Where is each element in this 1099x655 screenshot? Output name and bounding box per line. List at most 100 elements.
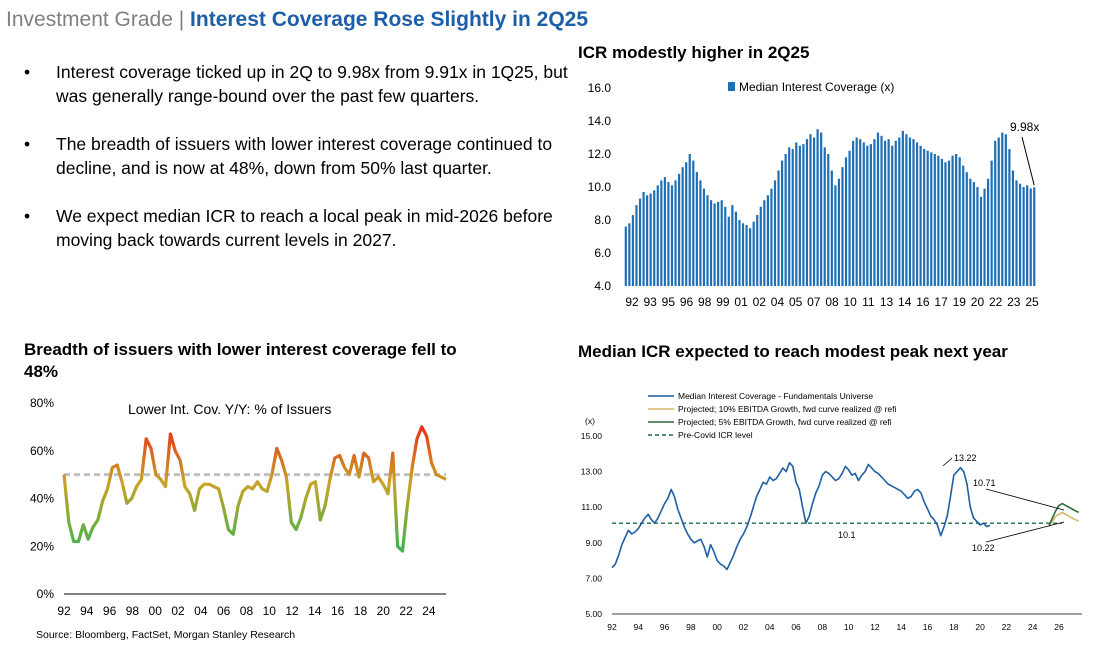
bar bbox=[1004, 134, 1007, 286]
bar bbox=[720, 200, 723, 286]
bar bbox=[983, 188, 986, 286]
bar bbox=[745, 224, 748, 286]
bar bbox=[649, 193, 652, 286]
bar bbox=[763, 200, 766, 286]
y-tick-label: 10.0 bbox=[588, 180, 612, 194]
x-tick-label: 22 bbox=[399, 604, 413, 618]
x-tick-label: 25 bbox=[1025, 295, 1039, 309]
bar bbox=[962, 165, 965, 286]
bar bbox=[635, 205, 638, 286]
bar bbox=[901, 130, 904, 286]
bar bbox=[1026, 185, 1029, 286]
bar bbox=[816, 129, 819, 286]
bar bbox=[965, 172, 968, 286]
bar bbox=[937, 155, 940, 286]
x-tick-label: 98 bbox=[126, 604, 140, 618]
x-tick-label: 16 bbox=[916, 295, 930, 309]
bar bbox=[823, 147, 826, 286]
bar bbox=[834, 185, 837, 286]
bullet-text: The breadth of issuers with lower intere… bbox=[56, 134, 553, 178]
x-tick-label: 93 bbox=[644, 295, 658, 309]
annotation-precovid: 10.1 bbox=[838, 530, 856, 540]
bar bbox=[674, 180, 677, 286]
bar bbox=[731, 205, 734, 286]
bullet-glyph: • bbox=[24, 206, 31, 226]
bar bbox=[660, 180, 663, 286]
x-tick-label: 10 bbox=[844, 622, 854, 632]
bar bbox=[979, 196, 983, 286]
bar bbox=[876, 132, 880, 286]
bar bbox=[848, 150, 851, 286]
y-tick-label: 13.00 bbox=[581, 467, 603, 477]
series-line-0 bbox=[611, 461, 991, 571]
x-tick-label: 96 bbox=[680, 295, 694, 309]
bar bbox=[908, 137, 912, 286]
bar bbox=[862, 142, 865, 286]
x-tick-label: 96 bbox=[660, 622, 670, 632]
x-tick-label: 20 bbox=[377, 604, 391, 618]
y-tick-label: 5.00 bbox=[585, 609, 602, 619]
bullet-glyph: • bbox=[24, 134, 31, 154]
bullet-text: Interest coverage ticked up in 2Q to 9.9… bbox=[56, 62, 568, 106]
bar bbox=[994, 140, 997, 286]
bar bbox=[944, 162, 947, 286]
x-tick-label: 11 bbox=[862, 295, 875, 309]
bar bbox=[795, 142, 798, 286]
x-tick-label: 12 bbox=[870, 622, 880, 632]
bar bbox=[947, 160, 951, 286]
bar bbox=[898, 137, 901, 286]
bar bbox=[866, 145, 869, 286]
bar bbox=[713, 203, 716, 286]
x-tick-label: 22 bbox=[989, 295, 1003, 309]
x-tick-label: 00 bbox=[712, 622, 722, 632]
x-tick-label: 06 bbox=[217, 604, 231, 618]
bar bbox=[624, 226, 627, 286]
bar bbox=[912, 139, 915, 286]
y-tick-label: 11.00 bbox=[581, 502, 602, 512]
x-tick-label: 08 bbox=[825, 295, 839, 309]
icr-bar-chart-title: ICR modestly higher in 2Q25 bbox=[578, 43, 810, 62]
legend-swatch bbox=[728, 82, 735, 91]
x-tick-label: 18 bbox=[354, 604, 368, 618]
y-tick-label: 8.0 bbox=[594, 213, 611, 227]
x-tick-label: 17 bbox=[934, 295, 948, 309]
bar bbox=[653, 190, 656, 286]
y-tick-label: 9.00 bbox=[585, 538, 602, 548]
bar bbox=[1022, 187, 1025, 286]
bar bbox=[951, 155, 954, 286]
bar bbox=[930, 152, 933, 286]
bar bbox=[663, 177, 666, 286]
annotation-peak: 13.22 bbox=[954, 453, 977, 463]
bar bbox=[709, 200, 713, 286]
x-tick-label: 13 bbox=[880, 295, 894, 309]
x-tick-label: 14 bbox=[898, 295, 912, 309]
bar bbox=[656, 185, 659, 286]
bar bbox=[638, 198, 642, 286]
bar bbox=[699, 180, 702, 286]
x-tick-label: 24 bbox=[1028, 622, 1038, 632]
bar bbox=[923, 149, 926, 286]
x-tick-label: 94 bbox=[634, 622, 644, 632]
bar bbox=[791, 149, 794, 286]
x-tick-label: 98 bbox=[686, 622, 696, 632]
bar bbox=[1001, 132, 1004, 286]
bar bbox=[841, 167, 844, 286]
bar bbox=[873, 139, 876, 286]
y-tick-label: 40% bbox=[30, 492, 54, 506]
page-title-main: Interest Coverage Rose Slightly in 2Q25 bbox=[190, 8, 589, 31]
bullet-glyph: • bbox=[24, 62, 31, 82]
bar bbox=[784, 154, 787, 286]
x-tick-label: 95 bbox=[662, 295, 676, 309]
series-label: Lower Int. Cov. Y/Y: % of Issuers bbox=[128, 401, 331, 417]
bar bbox=[770, 188, 773, 286]
bar bbox=[827, 154, 830, 286]
bar bbox=[830, 170, 833, 286]
bar bbox=[670, 185, 674, 286]
x-tick-label: 96 bbox=[103, 604, 117, 618]
bar bbox=[905, 134, 908, 286]
bar bbox=[752, 221, 755, 286]
y-tick-label: 20% bbox=[30, 539, 54, 553]
bar bbox=[820, 132, 823, 286]
